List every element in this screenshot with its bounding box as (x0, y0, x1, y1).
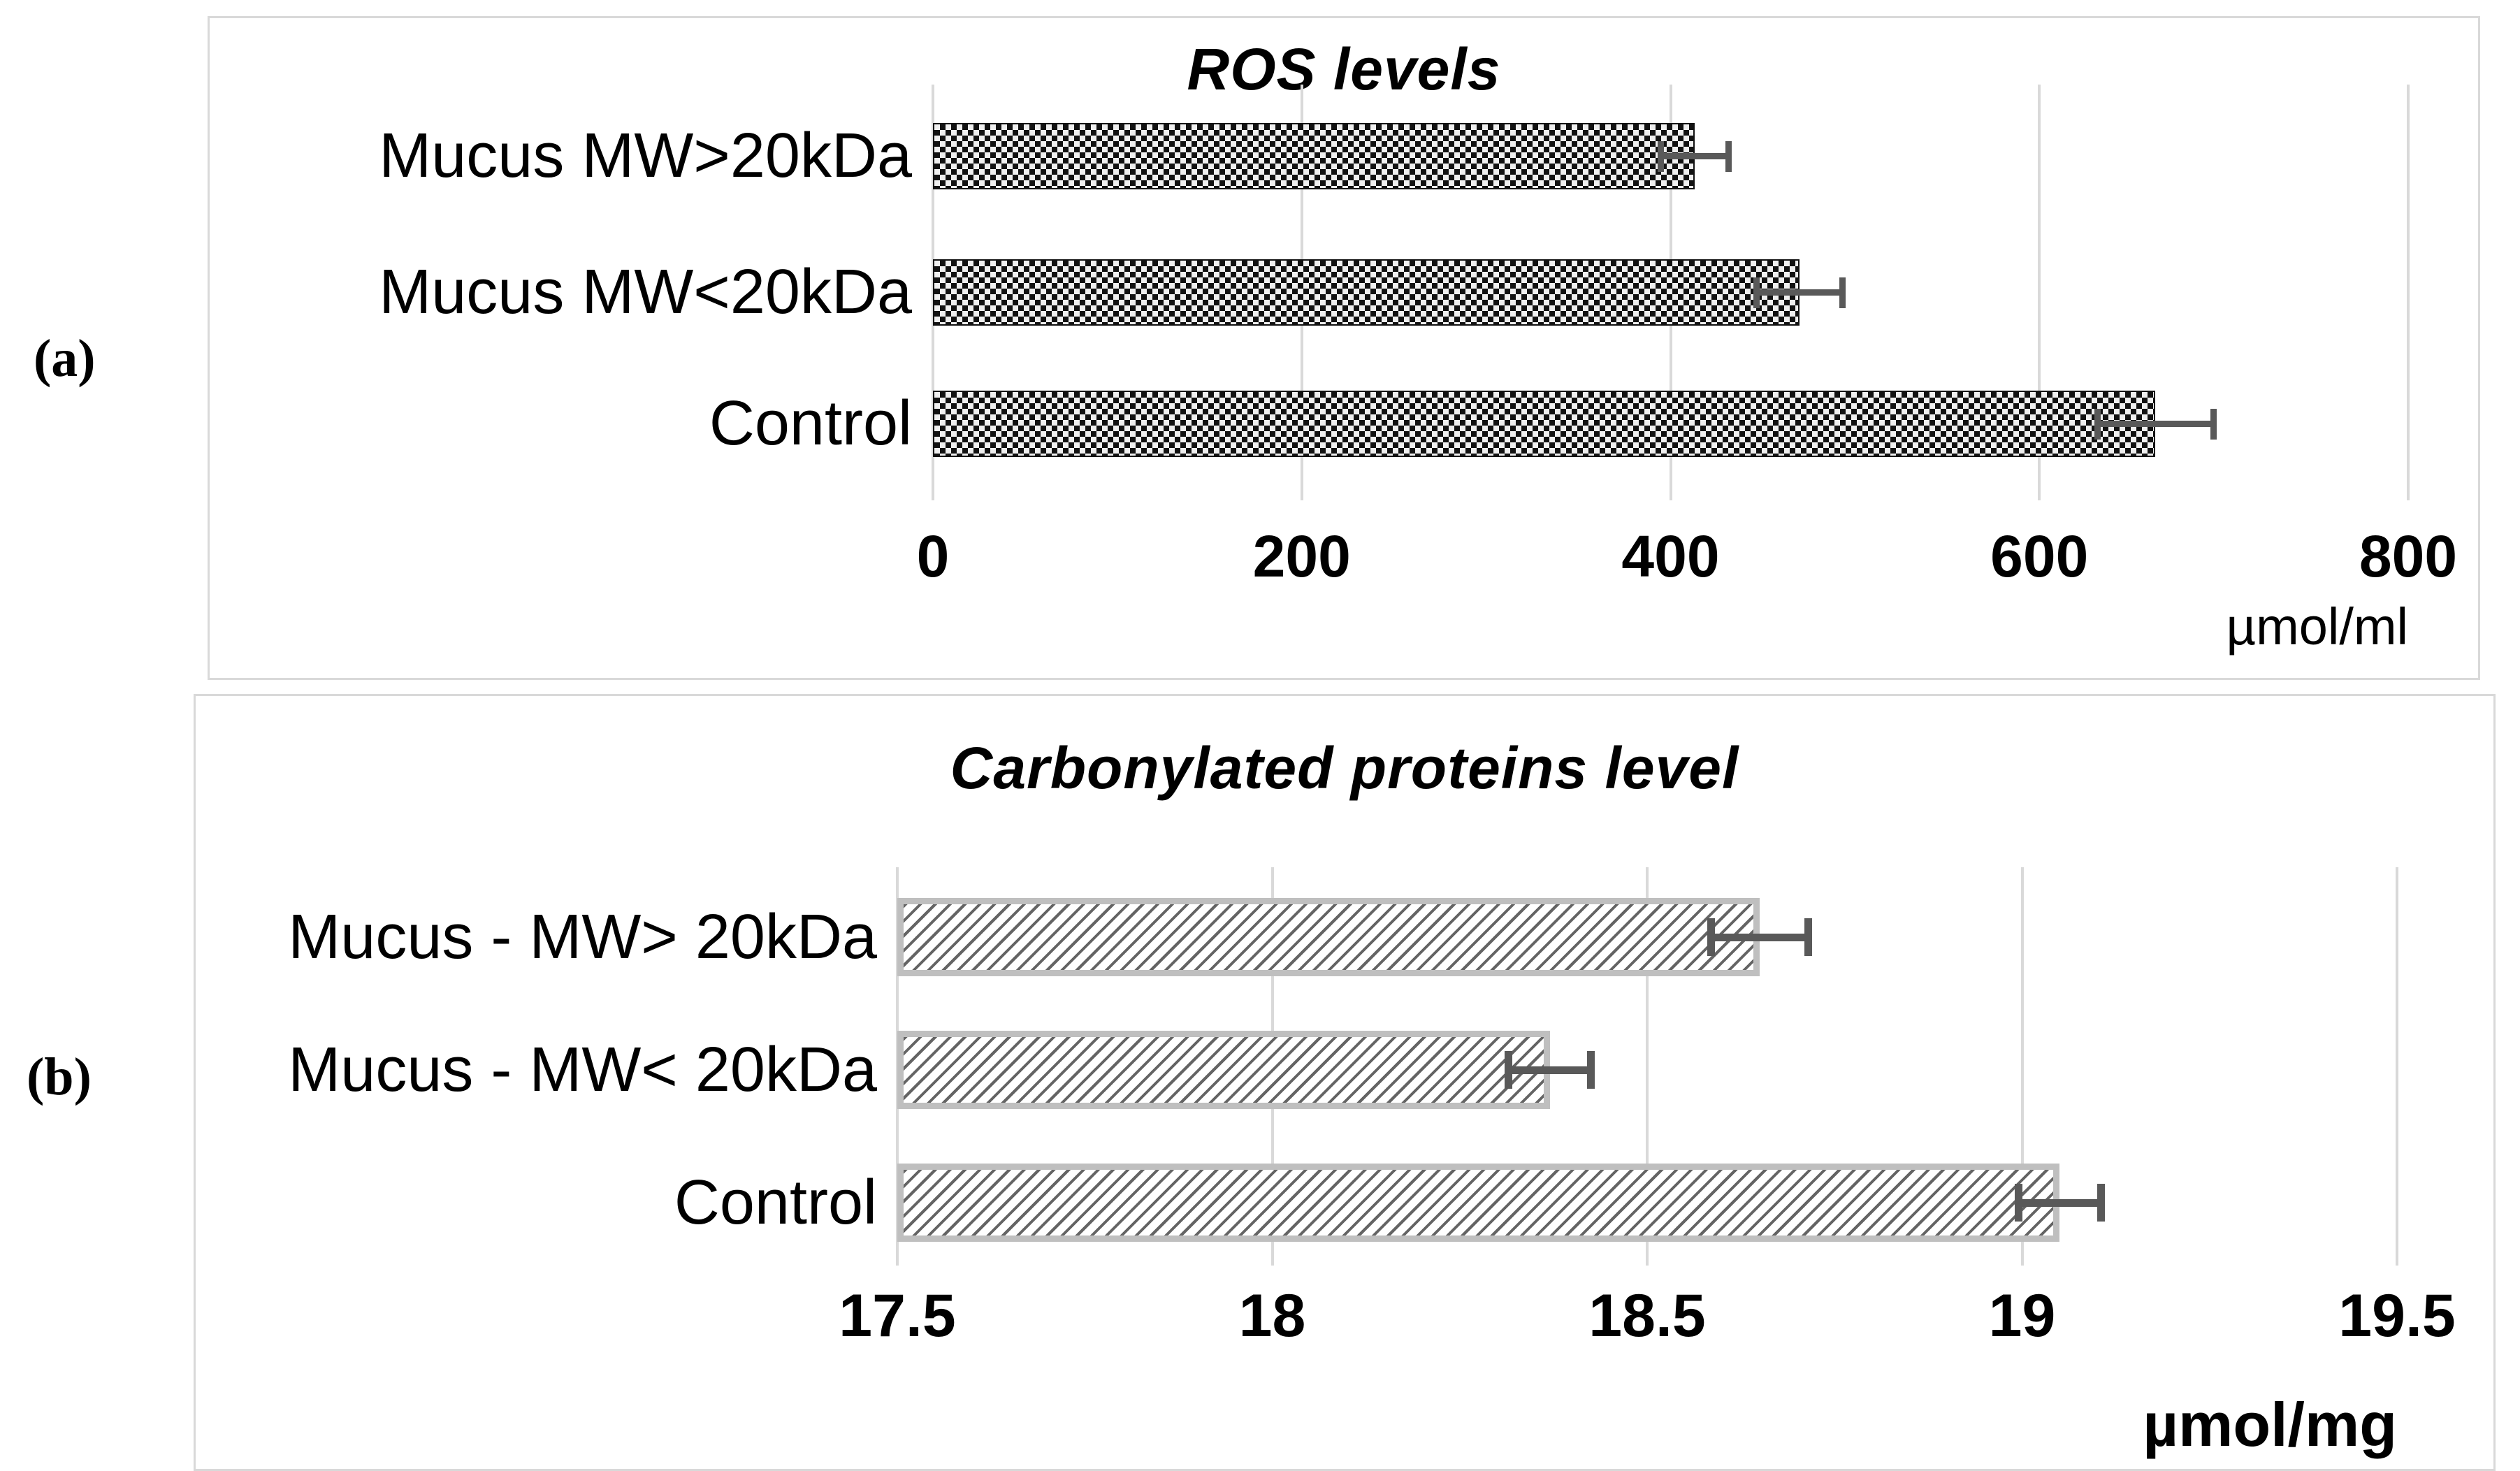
error-bar-line (2014, 1198, 2105, 1207)
chart-title-carbonylated-proteins: Carbonylated proteins level (950, 735, 1739, 801)
data-bar (933, 259, 1800, 326)
error-bar-cap-left (1707, 918, 1715, 956)
error-bar-cap-left (2094, 408, 2101, 440)
error-bar-line (1707, 933, 1813, 941)
error-bar (1753, 277, 1846, 308)
x-axis-tick-label: 19.5 (2338, 1282, 2456, 1349)
data-bar (897, 898, 1760, 976)
x-axis-tick-label: 18.5 (1588, 1282, 1706, 1349)
x-axis-tick-label: 600 (1990, 523, 2089, 589)
error-bar-cap-right (2210, 408, 2217, 440)
data-bar (933, 391, 2156, 457)
error-bar-cap-right (2097, 1184, 2105, 1222)
gridline (2396, 867, 2398, 1266)
category-label: Mucus MW<20kDa (379, 257, 912, 327)
category-label: Control (709, 389, 912, 458)
error-bar (2094, 408, 2217, 440)
error-bar-line (1658, 153, 1732, 159)
data-bar (933, 123, 1695, 189)
error-bar (1658, 140, 1732, 172)
error-bar (1707, 918, 1813, 956)
data-bar (897, 1031, 1550, 1109)
gridline (2020, 867, 2024, 1266)
x-axis-tick-label: 0 (916, 523, 950, 589)
x-axis-tick-label: 19 (1988, 1282, 2056, 1349)
x-axis-tick-label: 800 (2359, 523, 2458, 589)
x-axis-tick-label: 400 (1621, 523, 1720, 589)
chart-panel-ros-levels: ROS levels 0 200 400 600 800 Mucus MW>20kDa Mu… (208, 16, 2480, 680)
error-bar-cap-left (1505, 1051, 1513, 1089)
error-bar-cap-left (1753, 277, 1760, 308)
error-bar-line (2094, 421, 2217, 427)
x-axis-tick-label: 18 (1238, 1282, 1306, 1349)
error-bar-line (1505, 1066, 1595, 1074)
gridline (1646, 867, 1649, 1266)
error-bar-cap-right (1804, 918, 1813, 956)
category-label: Mucus - MW< 20kDa (288, 1035, 877, 1105)
category-label: Mucus MW>20kDa (379, 121, 912, 191)
gridline (2038, 85, 2041, 500)
error-bar (1505, 1051, 1595, 1089)
category-label: Control (674, 1168, 877, 1238)
error-bar-line (1753, 289, 1846, 296)
panel-b-letter: (b) (27, 1048, 92, 1106)
panel-a-letter: (a) (34, 329, 96, 388)
error-bar-cap-left (1658, 140, 1665, 172)
error-bar-cap-right (1586, 1051, 1595, 1089)
axis-unit-label-umol-ml: µmol/ml (2226, 597, 2408, 655)
x-axis-tick-label: 200 (1252, 523, 1351, 589)
chart-panel-carbonylated-proteins: Carbonylated proteins level 17.5 18 18.5 19… (194, 694, 2496, 1471)
x-axis-tick-label: 17.5 (839, 1282, 956, 1349)
gridline (2407, 85, 2410, 500)
error-bar-cap-left (2014, 1184, 2022, 1222)
error-bar-cap-right (1839, 277, 1846, 308)
error-bar (2014, 1184, 2105, 1222)
axis-unit-label-umol-mg: µmol/mg (2143, 1390, 2397, 1459)
chart-title-ros-levels: ROS levels (1187, 36, 1501, 102)
category-label: Mucus - MW> 20kDa (288, 902, 877, 972)
error-bar-cap-right (1725, 140, 1732, 172)
data-bar (897, 1164, 2060, 1242)
